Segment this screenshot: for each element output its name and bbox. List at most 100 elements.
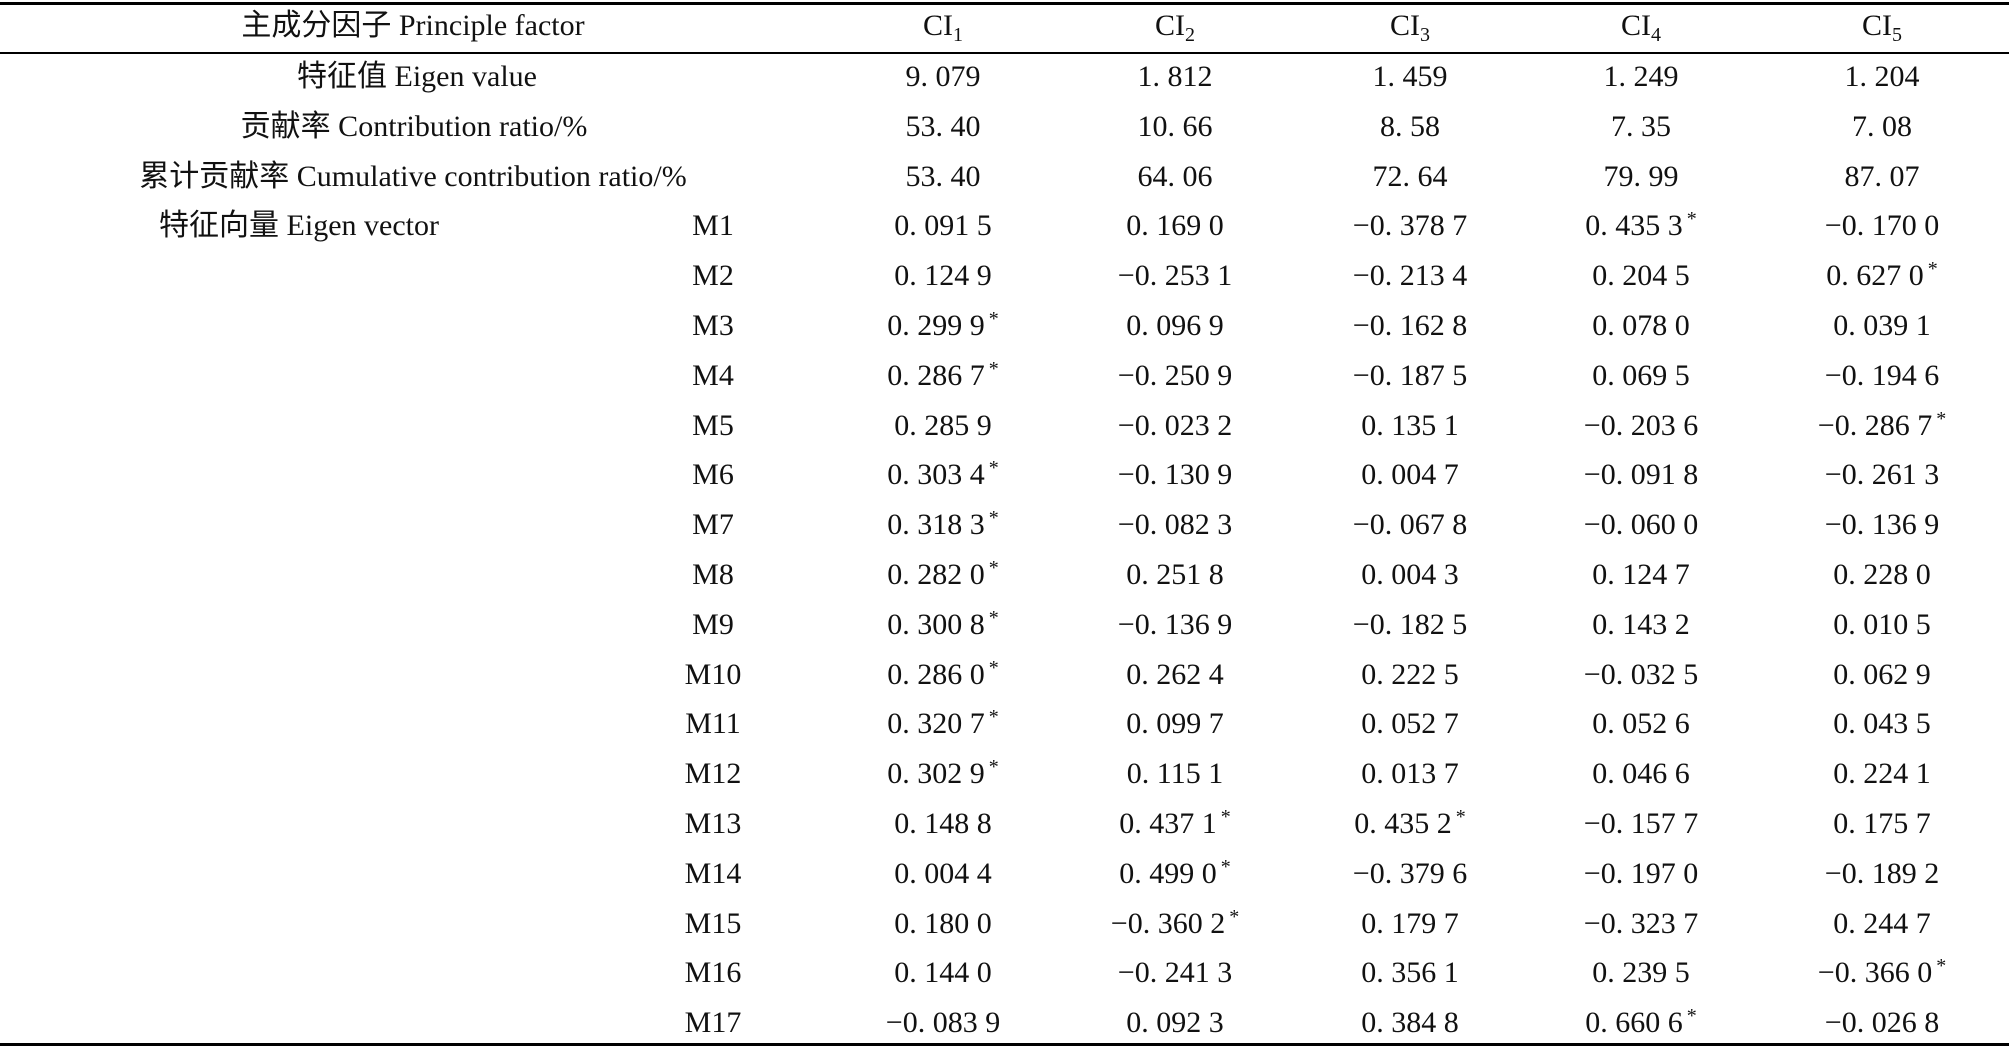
vector-value: 0. 096 9: [1126, 306, 1224, 346]
vector-value-text: 0. 144 0: [894, 956, 992, 990]
eigen-vector-text: 特征向量 Eigen vector: [159, 209, 439, 243]
vector-value-text: 0. 052 7: [1361, 707, 1459, 741]
summary-value: 1. 459: [1373, 57, 1448, 97]
variable-name: M6: [692, 455, 734, 495]
vector-value-text: 0. 179 7: [1361, 906, 1459, 940]
header-ci-subscript: 1: [953, 24, 963, 46]
vector-value: 0. 318 3 *: [887, 505, 999, 545]
vector-value: 0. 285 9: [894, 406, 992, 446]
vector-value-text: −0. 082 3: [1117, 508, 1233, 542]
significance-marker: *: [1936, 955, 1947, 978]
summary-value-text: 9. 079: [905, 60, 981, 93]
vector-value: −0. 136 9: [1118, 605, 1232, 645]
variable-name-text: M12: [684, 757, 742, 791]
vector-value: 0. 052 7: [1361, 704, 1459, 744]
vector-value: 0. 091 5: [894, 206, 992, 246]
vector-value-text: 0. 435 3: [1585, 209, 1683, 243]
summary-value-text: 7. 08: [1852, 109, 1912, 143]
vector-value: −0. 286 7 *: [1818, 406, 1946, 446]
summary-value: 87. 07: [1845, 157, 1920, 197]
vector-value-text: −0. 136 9: [1824, 508, 1940, 542]
header-ci-3: CI3: [1390, 6, 1430, 46]
header-ci-1: CI1: [923, 6, 963, 46]
vector-value: −0. 032 5: [1584, 655, 1698, 695]
vector-value-text: −0. 323 7: [1583, 906, 1699, 940]
summary-value: 7. 08: [1852, 107, 1912, 147]
vector-value: −0. 261 3: [1825, 455, 1939, 495]
vector-value-text: 0. 052 6: [1592, 707, 1690, 741]
vector-value: −0. 187 5: [1353, 356, 1467, 396]
vector-value: 0. 004 4: [894, 854, 992, 894]
vector-value: 0. 299 9 *: [887, 306, 999, 346]
summary-value: 1. 812: [1138, 57, 1213, 97]
vector-value-text: 0. 124 7: [1592, 558, 1690, 591]
vector-value-text: −0. 026 8: [1824, 1006, 1940, 1040]
vector-value: 0. 135 1: [1361, 406, 1459, 446]
vector-value: −0. 130 9: [1118, 455, 1232, 495]
variable-name: M2: [692, 256, 734, 296]
vector-value-text: −0. 187 5: [1352, 358, 1468, 392]
vector-value: 0. 262 4: [1126, 655, 1224, 695]
vector-value-text: 0. 244 7: [1833, 906, 1931, 940]
vector-value-text: 0. 046 6: [1592, 757, 1690, 791]
vector-value-text: 0. 148 8: [894, 807, 992, 840]
vector-value-text: −0. 379 6: [1352, 856, 1468, 890]
significance-marker: *: [1686, 1005, 1697, 1028]
vector-value: −0. 253 1: [1118, 256, 1232, 296]
variable-name-text: M6: [692, 458, 734, 492]
vector-value: 0. 303 4 *: [887, 455, 999, 495]
vector-value-text: 0. 124 9: [894, 259, 992, 293]
vector-value: 0. 124 9: [894, 256, 992, 296]
vector-value: −0. 378 7: [1353, 206, 1467, 246]
significance-marker: *: [1220, 855, 1231, 878]
vector-value-text: −0. 032 5: [1583, 657, 1699, 691]
summary-value: 8. 58: [1380, 107, 1440, 147]
vector-value-text: −0. 136 9: [1117, 607, 1233, 641]
vector-value: −0. 060 0: [1584, 505, 1698, 545]
vector-value: 0. 627 0 *: [1826, 256, 1938, 296]
vector-value: −0. 026 8: [1825, 1003, 1939, 1043]
vector-value: 0. 062 9: [1833, 655, 1931, 695]
vector-value: 0. 251 8: [1126, 555, 1224, 595]
vector-value-text: −0. 250 9: [1117, 358, 1233, 392]
vector-value: −0. 360 2 *: [1111, 904, 1239, 944]
vector-value-text: 0. 300 8: [887, 607, 985, 641]
summary-value-text: 64. 06: [1137, 159, 1213, 193]
variable-name: M15: [685, 904, 742, 944]
variable-name-text: M4: [692, 358, 734, 392]
significance-marker: *: [988, 756, 999, 779]
vector-value-text: 0. 013 7: [1361, 757, 1459, 791]
vector-value-text: −0. 170 0: [1824, 209, 1940, 243]
vector-value-text: −0. 067 8: [1352, 508, 1468, 542]
variable-name-text: M2: [692, 259, 734, 293]
summary-value: 53. 40: [906, 157, 981, 197]
variable-name-text: M13: [684, 807, 742, 840]
header-factor-text: 主成分因子 Principle factor: [241, 9, 585, 42]
significance-marker: *: [988, 357, 999, 380]
summary-value: 53. 40: [906, 107, 981, 147]
vector-value: 0. 204 5: [1592, 256, 1690, 296]
vector-value-text: 0. 010 5: [1833, 607, 1931, 641]
vector-value: −0. 323 7: [1584, 904, 1698, 944]
vector-value-text: 0. 318 3: [887, 508, 985, 542]
vector-value-text: −0. 162 8: [1352, 309, 1468, 342]
variable-name: M11: [685, 704, 741, 744]
header-factor-label: 主成分因子 Principle factor: [241, 6, 584, 46]
vector-value-text: −0. 189 2: [1824, 856, 1940, 890]
significance-marker: *: [988, 706, 999, 729]
vector-value-text: 0. 286 0: [887, 657, 985, 691]
header-ci-4: CI4: [1621, 6, 1661, 46]
vector-value-text: 0. 499 0: [1119, 856, 1217, 890]
vector-value: −0. 366 0 *: [1818, 953, 1946, 993]
vector-value: 0. 046 6: [1592, 754, 1690, 794]
vector-value: −0. 194 6: [1825, 356, 1939, 396]
variable-name: M1: [692, 206, 734, 246]
vector-value-text: −0. 261 3: [1824, 458, 1940, 492]
vector-value-text: 0. 096 9: [1126, 309, 1224, 342]
vector-value-text: −0. 286 7: [1817, 408, 1933, 442]
header-ci-base: CI: [1155, 9, 1185, 42]
vector-value-text: −0. 130 9: [1117, 458, 1233, 492]
vector-value: −0. 136 9: [1825, 505, 1939, 545]
variable-name: M10: [685, 655, 742, 695]
header-ci-base: CI: [923, 9, 953, 42]
